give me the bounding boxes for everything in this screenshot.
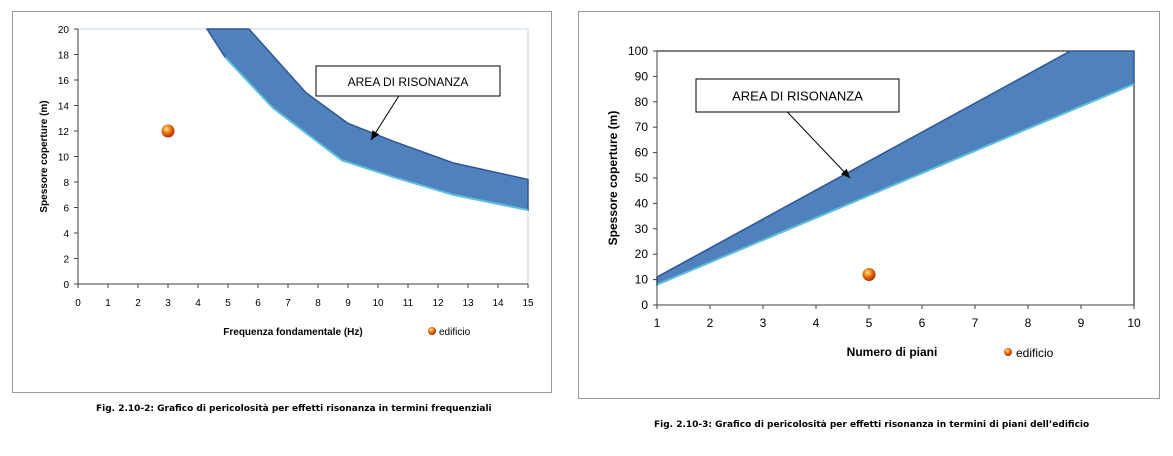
x-tick-label: 2 xyxy=(135,298,141,309)
x-tick-label: 2 xyxy=(707,316,714,330)
x-tick-label: 13 xyxy=(462,298,474,309)
y-tick-label: 4 xyxy=(63,229,69,240)
y-tick-label: 12 xyxy=(58,127,70,138)
y-tick-label: 90 xyxy=(635,69,649,83)
y-tick-label: 10 xyxy=(58,153,70,164)
annotation-arrow-line xyxy=(786,111,851,179)
resonance-area-lower-edge xyxy=(224,56,529,212)
annotation-label: AREA DI RISONANZA xyxy=(348,75,469,89)
x-tick-label: 11 xyxy=(403,298,414,309)
x-tick-label: 5 xyxy=(866,316,873,330)
legend-marker-edificio xyxy=(428,327,436,335)
y-tick-label: 16 xyxy=(58,76,70,87)
y-tick-label: 6 xyxy=(63,204,69,215)
y-axis-title: Spessore coperture (m) xyxy=(606,111,620,246)
y-tick-label: 60 xyxy=(635,146,649,160)
y-tick-label: 30 xyxy=(635,222,649,236)
annotation-box xyxy=(695,78,900,113)
x-tick-label: 1 xyxy=(105,298,111,309)
x-tick-label: 9 xyxy=(345,298,351,309)
x-tick-label: 14 xyxy=(492,298,504,309)
y-axis-title: Spessore coperture (m) xyxy=(39,100,50,212)
x-tick-label: 4 xyxy=(813,316,820,330)
x-tick-label: 5 xyxy=(225,298,231,309)
x-tick-label: 7 xyxy=(285,298,291,309)
y-tick-label: 100 xyxy=(628,44,648,58)
legend-label-edificio: edificio xyxy=(1016,346,1054,360)
y-tick-label: 40 xyxy=(635,196,649,210)
y-tick-label: 0 xyxy=(63,280,69,291)
x-tick-label: 6 xyxy=(255,298,261,309)
x-tick-label: 7 xyxy=(972,316,979,330)
y-tick-label: 70 xyxy=(635,120,649,134)
x-tick-label: 1 xyxy=(654,316,661,330)
x-tick-label: 8 xyxy=(1025,316,1032,330)
y-tick-label: 18 xyxy=(58,51,70,62)
caption-floors: Fig. 2.10-3: Grafico di pericolosità per… xyxy=(654,420,1090,430)
annotation-label: AREA DI RISONANZA xyxy=(732,89,863,104)
y-tick-label: 8 xyxy=(63,178,69,189)
x-tick-label: 10 xyxy=(1127,316,1141,330)
y-tick-label: 10 xyxy=(635,273,649,287)
x-tick-label: 6 xyxy=(919,316,926,330)
y-tick-label: 20 xyxy=(635,247,649,261)
x-tick-label: 4 xyxy=(195,298,201,309)
legend-marker-edificio xyxy=(1004,348,1012,356)
x-tick-label: 0 xyxy=(75,298,81,309)
x-tick-label: 15 xyxy=(522,298,534,309)
x-axis-title: Numero di piani xyxy=(847,345,938,359)
x-axis-title: Frequenza fondamentale (Hz) xyxy=(223,327,362,338)
caption-frequency: Fig. 2.10-2: Grafico di pericolosità per… xyxy=(96,404,492,414)
annotation-box xyxy=(315,65,501,97)
annotation-arrow-head xyxy=(840,168,850,178)
data-point-edificio xyxy=(862,268,876,282)
x-tick-label: 3 xyxy=(165,298,171,309)
x-tick-label: 3 xyxy=(760,316,767,330)
data-point-edificio xyxy=(161,124,175,138)
legend-label-edificio: edificio xyxy=(439,327,471,338)
y-tick-label: 20 xyxy=(58,25,70,36)
y-tick-label: 0 xyxy=(641,298,648,312)
y-tick-label: 50 xyxy=(635,171,649,185)
x-tick-label: 9 xyxy=(1078,316,1085,330)
x-tick-label: 10 xyxy=(372,298,384,309)
x-tick-label: 12 xyxy=(432,298,444,309)
x-tick-label: 8 xyxy=(315,298,321,309)
y-tick-label: 2 xyxy=(63,255,69,266)
annotation-arrow-head xyxy=(371,130,380,140)
y-tick-label: 80 xyxy=(635,95,649,109)
resonance-area-lower-edge xyxy=(656,83,1135,286)
y-tick-label: 14 xyxy=(58,102,70,113)
